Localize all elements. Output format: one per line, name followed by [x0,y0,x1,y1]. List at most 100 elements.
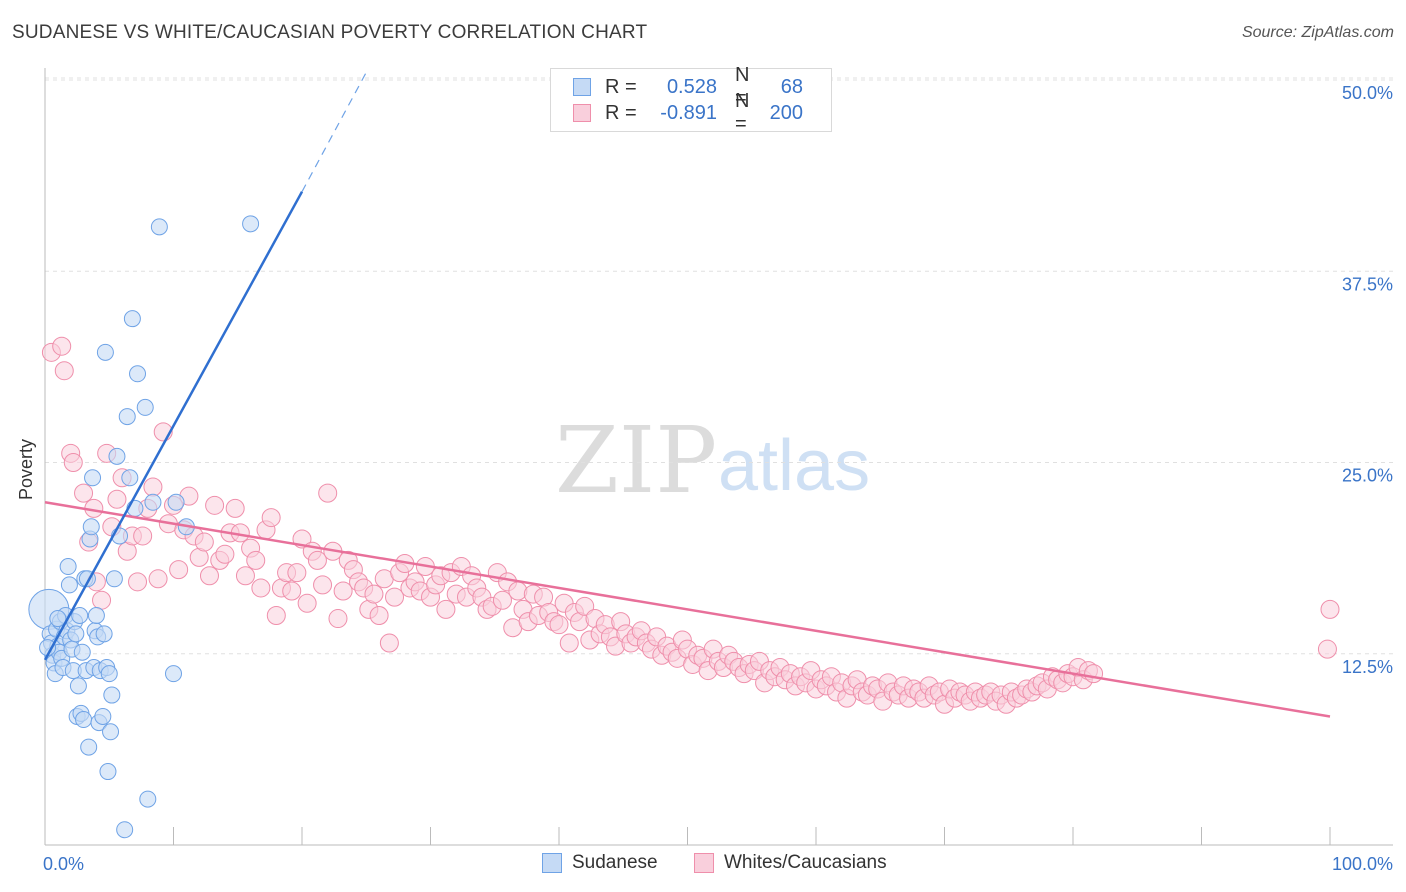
point-whites-caucasians [318,483,338,503]
point-whites-caucasians [199,566,219,586]
legend-n-label: N = [735,64,750,109]
trend-line-whites-caucasians [44,501,1331,718]
watermark-atlas: atlas [718,426,870,506]
point-whites-caucasians [133,526,153,546]
point-whites-caucasians [297,593,317,613]
point-sudanese [49,610,67,628]
point-whites-caucasians [215,544,235,564]
point-sudanese [84,469,102,487]
legend-n-value: 68 [780,75,803,98]
legend-swatch-sudanese [573,78,591,96]
point-sudanese [69,677,87,695]
x-tick-label: 0.0% [43,854,84,874]
point-sudanese [144,493,162,511]
point-whites-caucasians [333,581,353,601]
point-sudanese [75,711,93,729]
point-whites-caucasians [128,572,148,592]
point-sudanese [165,665,182,683]
point-sudanese [71,607,89,624]
point-sudanese [87,607,105,624]
point-sudanese [139,790,157,808]
point-whites-caucasians [385,587,405,607]
point-sudanese [60,576,78,594]
point-sudanese [118,408,136,426]
point-sudanese [150,218,168,236]
point-whites-caucasians [107,489,127,509]
point-whites-caucasians [364,584,384,604]
watermark-zip: ZIP [555,407,717,514]
point-whites-caucasians [54,361,74,381]
point-whites-caucasians [235,566,255,586]
point-sudanese [116,821,134,839]
y-axis-title: Poverty [16,438,36,500]
bottom-legend-whites: Whites/Caucasians [694,852,887,874]
point-whites-caucasians [1084,664,1104,684]
point-whites-caucasians [436,599,456,619]
bottom-legend-sudanese: Sudanese [542,852,658,874]
point-sudanese [67,625,85,643]
legend-n-label: N = [735,90,750,135]
trend-line-sudanese-extension [301,72,367,192]
point-whites-caucasians [246,550,266,570]
point-sudanese [167,493,185,511]
point-sudanese [96,343,114,361]
point-whites-caucasians [266,606,286,625]
point-sudanese [102,723,120,741]
trend-line-sudanese [43,191,304,661]
chart-title: SUDANESE VS WHITE/CAUCASIAN POVERTY CORR… [12,22,648,43]
point-sudanese [103,686,121,704]
point-whites-caucasians [148,569,168,589]
point-sudanese [94,707,112,725]
point-sudanese [59,558,77,576]
point-whites-caucasians [63,453,83,472]
point-whites-caucasians [307,550,327,570]
point-sudanese [123,310,141,328]
y-tick-label: 37.5% [1342,274,1393,294]
point-whites-caucasians [205,495,225,515]
correlation-legend: R = 0.528 N = 68 R = -0.891 N = 200 [550,64,832,135]
legend-r-label: R = [605,75,637,98]
legend-row-whites: R = -0.891 N = 200 [573,90,803,135]
point-whites-caucasians [261,508,281,528]
source-label: Source: ZipAtlas.com [1241,24,1394,41]
point-whites-caucasians [492,590,512,610]
point-whites-caucasians [282,581,302,601]
point-whites-caucasians [328,609,348,629]
x-tick-label: 100.0% [1332,854,1393,874]
bottom-legend-swatch-sudanese [542,853,562,873]
point-whites-caucasians [549,615,569,635]
y-tick-label: 50.0% [1342,83,1393,103]
point-sudanese [80,738,98,756]
point-sudanese [100,665,118,683]
point-whites-caucasians [559,633,579,653]
point-whites-caucasians [508,581,528,601]
y-tick-label: 12.5% [1342,657,1393,677]
point-whites-caucasians [194,532,214,552]
legend-row-sudanese: R = 0.528 N = 68 [573,64,803,109]
point-whites-caucasians [287,563,307,583]
point-whites-caucasians [369,606,389,625]
bottom-legend-label-sudanese: Sudanese [572,852,658,873]
point-whites-caucasians [169,560,189,580]
legend-r-value: 0.528 [666,75,717,98]
bottom-legend-swatch-whites [694,853,714,873]
point-whites-caucasians [92,590,112,610]
point-whites-caucasians [1320,599,1340,619]
point-whites-caucasians [575,596,595,616]
point-sudanese [136,398,154,416]
point-sudanese [121,469,139,487]
y-tick-label: 25.0% [1342,466,1393,486]
legend-n-value: 200 [769,101,803,124]
point-whites-caucasians [251,578,271,598]
legend-r-label: R = [605,101,637,124]
point-sudanese [242,215,260,233]
legend-r-value: -0.891 [660,101,717,124]
point-whites-caucasians [143,477,163,497]
point-sudanese [73,643,91,661]
point-sudanese [105,570,123,588]
point-sudanese [129,365,147,383]
point-whites-caucasians [52,336,72,356]
point-whites-caucasians [74,483,94,503]
bottom-legend-label-whites: Whites/Caucasians [724,852,887,873]
